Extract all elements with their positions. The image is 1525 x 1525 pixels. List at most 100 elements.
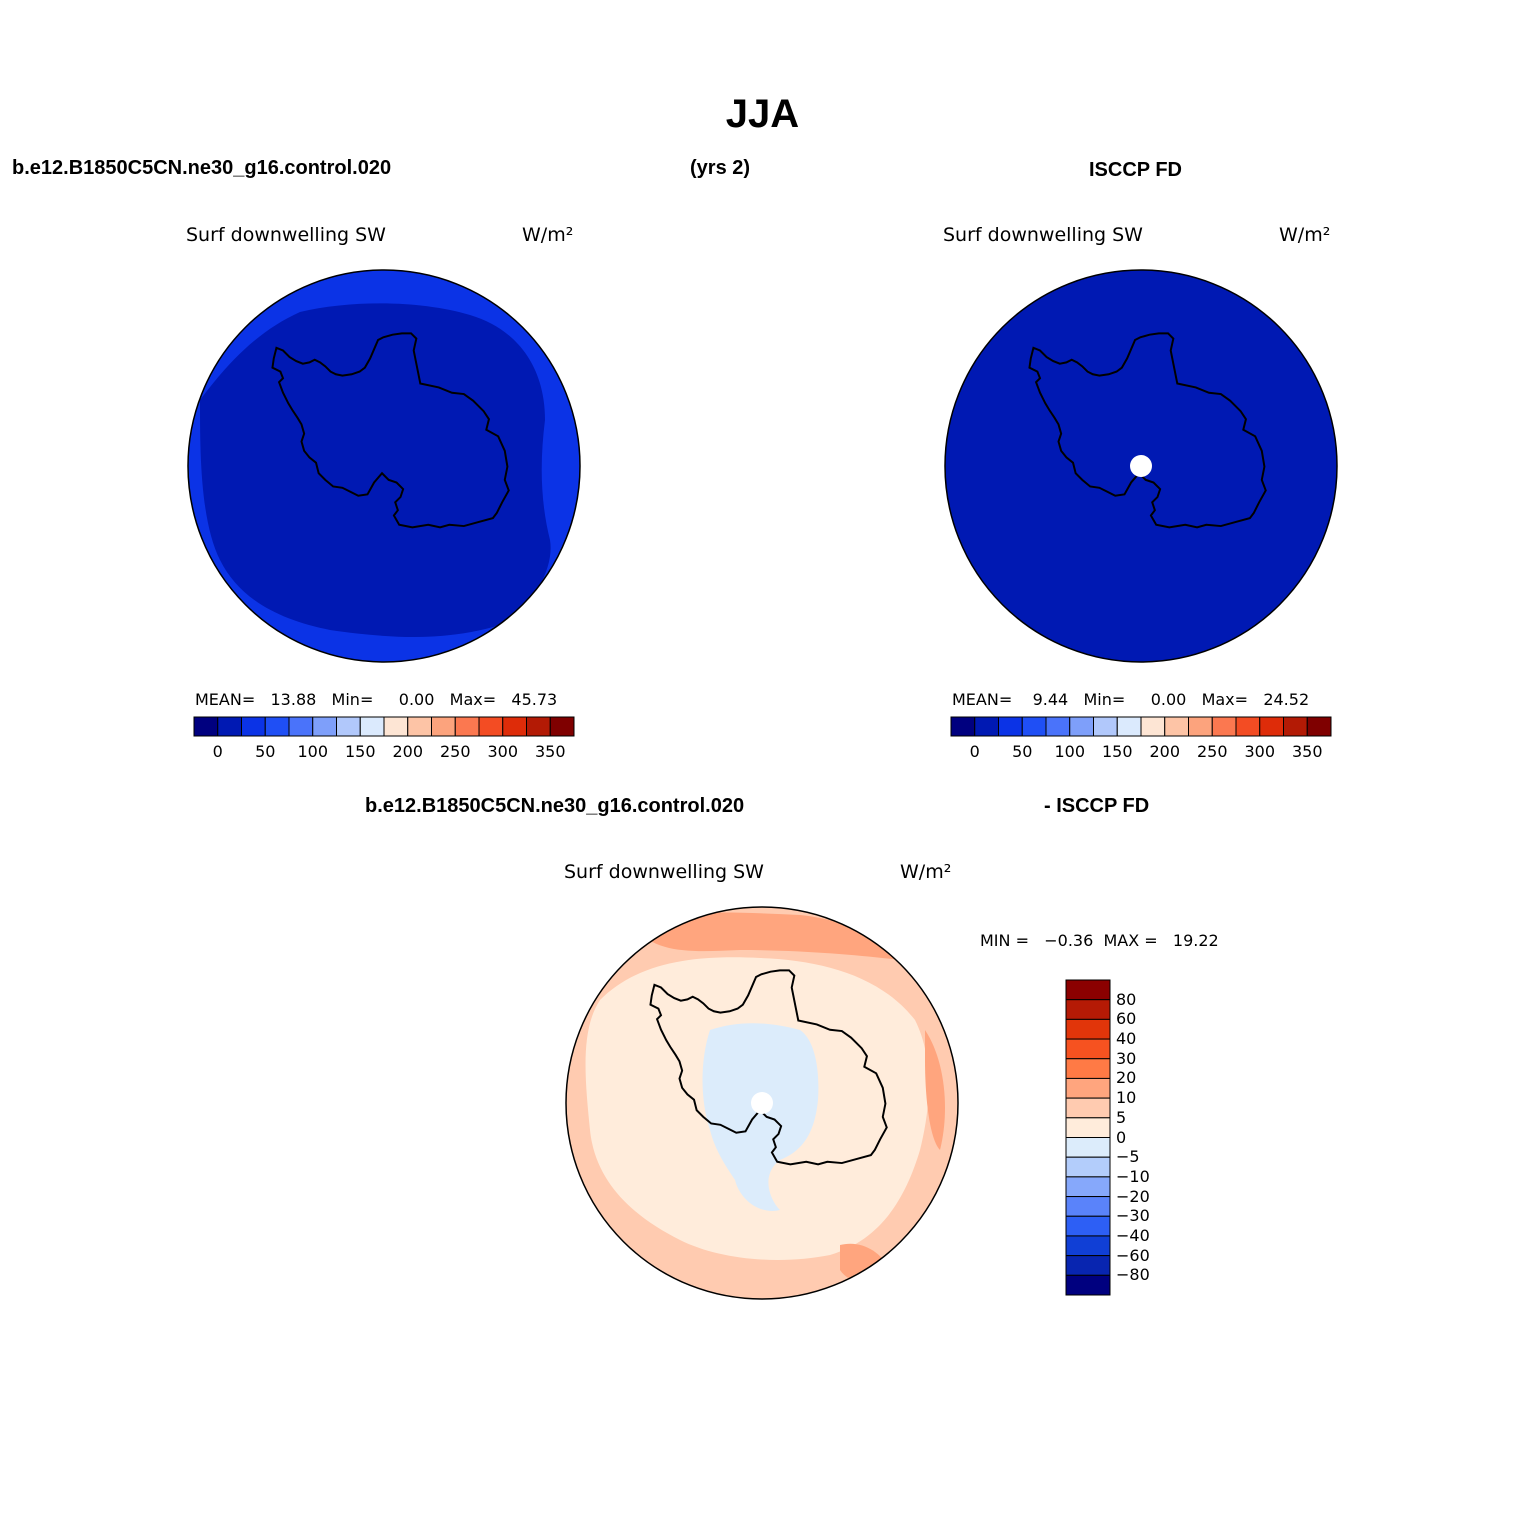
panel3-colorbar-swatch: [1065, 1235, 1111, 1257]
panel3-colorbar-swatch: [1065, 1117, 1111, 1138]
panel3-colorbar-tick-label: 60: [1116, 1009, 1137, 1029]
panel1-map-border: [187, 269, 581, 663]
panel3-warm-east: [925, 1030, 945, 1150]
panel2-colorbar-swatch: [1259, 716, 1284, 737]
panel2-colorbar-swatch: [1283, 716, 1308, 737]
panel3-colorbar-tick-label: 30: [1116, 1048, 1137, 1068]
panel3-colorbar-swatch: [1065, 1137, 1111, 1158]
panel2-colorbar-tick-label: 100: [1054, 742, 1086, 761]
panel3-colorbar-tick-label: 10: [1116, 1088, 1137, 1108]
panel1-variable-label: Surf downwelling SW: [186, 224, 386, 246]
panel3-colorbar-tick-label: −5: [1116, 1147, 1140, 1167]
panel2-colorbar-swatch: [1306, 716, 1332, 737]
panel1-colorbar-tick-label: 200: [392, 742, 424, 761]
panel2-colorbar-tick-label: 50: [1012, 742, 1033, 761]
panel2-colorbar-swatch: [1164, 716, 1189, 737]
panel3-colorbar-swatch: [1065, 1038, 1111, 1060]
panel3-pole-hole: [751, 1092, 773, 1114]
panel3-colorbar-swatch: [1065, 999, 1111, 1020]
panel3-colorbar-swatch: [1065, 1255, 1111, 1276]
panel1-colorbar-swatch: [359, 716, 385, 737]
panel1-colorbar-swatch: [407, 716, 432, 737]
panel2-colorbar-tick-label: 150: [1101, 742, 1133, 761]
panel3-colorbar-swatch: [1065, 1156, 1111, 1178]
panel2-colorbar-tick-label: 250: [1196, 742, 1228, 761]
panel1-colorbar-tick-label: 100: [297, 742, 329, 761]
panel1-colorbar-swatch: [431, 716, 456, 737]
panel3-colorbar-swatch: [1065, 1274, 1111, 1296]
panel1-colorbar-swatch: [526, 716, 551, 737]
panel1-colorbar-tick-label: 50: [255, 742, 276, 761]
panel3-variable-label: Surf downwelling SW: [564, 861, 764, 883]
panel3-colorbar-tick-label: −10: [1116, 1166, 1150, 1186]
panel2-colorbar-swatch: [1069, 716, 1094, 737]
panel3-stats: MIN = −0.36 MAX = 19.22: [980, 931, 1219, 950]
top-right-header: ISCCP FD: [1089, 159, 1182, 181]
panel2-colorbar-tick-label: 200: [1149, 742, 1181, 761]
panel2-colorbar-swatch: [950, 716, 976, 737]
panel1-colorbar-tick-label: 300: [487, 742, 519, 761]
top-center-header: (yrs 2): [690, 157, 751, 179]
panel2-colorbar-swatch: [1093, 716, 1118, 737]
top-left-header: b.e12.B1850C5CN.ne30_g16.control.020: [12, 157, 392, 179]
panel2-colorbar-tick-label: 300: [1244, 742, 1276, 761]
panel1-colorbar-swatch: [454, 716, 480, 737]
panel1-units-label: W/m²: [522, 224, 574, 246]
panel2-colorbar-swatch: [1045, 716, 1071, 737]
panel2-colorbar-tick-label: 350: [1291, 742, 1323, 761]
panel2-variable-label: Surf downwelling SW: [943, 224, 1143, 246]
panel3-colorbar-swatch: [1065, 1196, 1111, 1217]
panel3-colorbar-tick-label: −30: [1116, 1206, 1150, 1226]
panel1-colorbar-tick-label: 0: [212, 742, 223, 761]
panel1-colorbar-swatch: [193, 716, 219, 737]
panel2-colorbar-swatch: [974, 716, 999, 737]
panel1-colorbar-tick-label: 150: [344, 742, 376, 761]
panel3-colorbar-tick-label: 20: [1116, 1068, 1137, 1088]
panel2-colorbar-swatch: [1140, 716, 1166, 737]
panel2-colorbar-swatch: [1188, 716, 1213, 737]
panel1-inner-field: [200, 303, 551, 637]
panel1-colorbar-swatch: [264, 716, 290, 737]
panel3-units-label: W/m²: [900, 861, 952, 883]
panel3-colorbar-tick-label: −60: [1116, 1245, 1150, 1265]
panel3-map-border: [565, 906, 959, 1300]
bottom-left-header: b.e12.B1850C5CN.ne30_g16.control.020: [365, 795, 745, 817]
panel2-colorbar-swatch: [1116, 716, 1142, 737]
panel1-colorbar-swatch: [549, 716, 575, 737]
panel2-colorbar-tick-label: 0: [969, 742, 980, 761]
panel3-colorbar-swatch: [1065, 1176, 1111, 1198]
panel3-warm-north: [630, 912, 900, 960]
panel3-colorbar: [1065, 979, 1111, 1296]
panel3-colorbar-tick-label: −40: [1116, 1225, 1150, 1245]
panel2-colorbar-swatch: [998, 716, 1023, 737]
panel1-colorbar-swatch: [336, 716, 361, 737]
panel1-colorbar-swatch: [217, 716, 242, 737]
panel3-colorbar-swatch: [1065, 1018, 1111, 1040]
panel1-colorbar-swatch: [288, 716, 314, 737]
panel2-stats: MEAN= 9.44 Min= 0.00 Max= 24.52: [952, 690, 1310, 709]
figure-title: JJA: [725, 92, 800, 136]
panel3-colorbar-swatch: [1065, 1077, 1111, 1099]
panel3-map: [565, 906, 959, 1300]
panel1-colorbar-swatch: [241, 716, 266, 737]
panel1-colorbar-swatch: [502, 716, 527, 737]
panel1-colorbar-tick-label: 350: [534, 742, 566, 761]
panel3-negative-region: [702, 1023, 819, 1211]
panel1-colorbar-swatch: [312, 716, 337, 737]
panel3-colorbar-swatch: [1065, 1215, 1111, 1237]
panel1-colorbar: [193, 716, 575, 737]
panel3-colorbar-swatch: [1065, 1058, 1111, 1079]
panel1-colorbar-swatch: [478, 716, 504, 737]
panel1-colorbar-swatch: [383, 716, 409, 737]
panel3-colorbar-tick-label: 80: [1116, 989, 1137, 1009]
panel1-stats: MEAN= 13.88 Min= 0.00 Max= 45.73: [195, 690, 558, 709]
panel3-colorbar-swatch: [1065, 979, 1111, 1001]
panel2-pole-hole: [1130, 455, 1152, 477]
panel2-map-border: [944, 269, 1338, 663]
panel2-colorbar: [950, 716, 1332, 737]
panel2-map: [944, 269, 1338, 663]
panel3-colorbar-tick-label: 5: [1116, 1107, 1127, 1127]
panel2-units-label: W/m²: [1279, 224, 1331, 246]
panel1-colorbar-tick-label: 250: [439, 742, 471, 761]
